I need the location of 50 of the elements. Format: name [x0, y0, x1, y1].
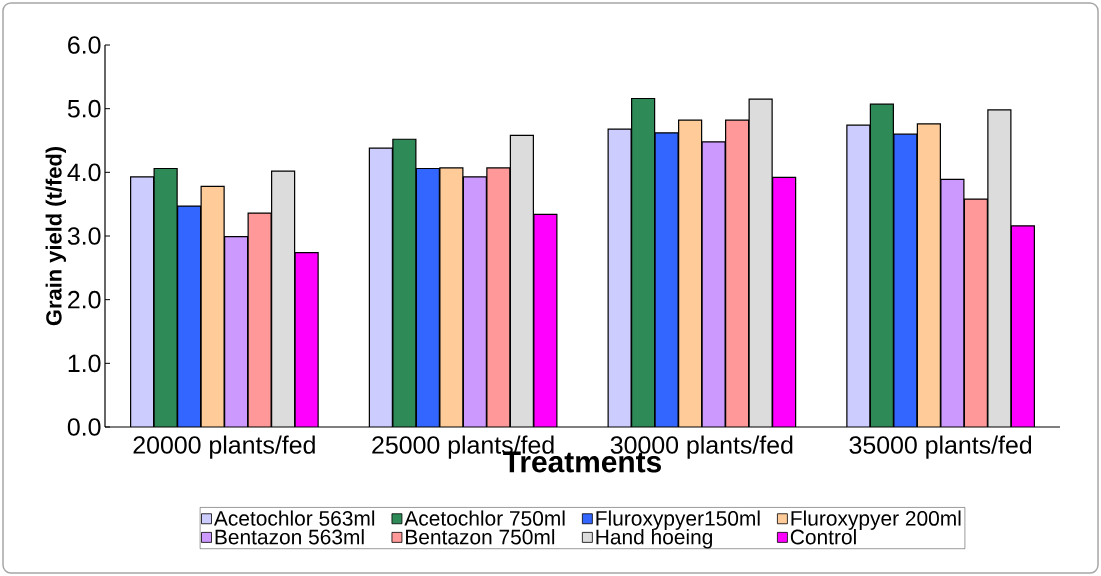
legend-label: Hand hoeing [596, 529, 713, 549]
legend-label: Fluroxypyer150ml [596, 510, 760, 530]
bar [608, 129, 632, 428]
bar [248, 213, 272, 428]
bar [271, 171, 295, 428]
bar [631, 98, 655, 428]
bar [725, 120, 749, 428]
bar [987, 109, 1012, 428]
bar [963, 198, 988, 428]
bar [940, 178, 965, 428]
bar [201, 186, 225, 428]
bar [893, 133, 918, 428]
bar [916, 123, 941, 428]
bar [486, 167, 510, 428]
y-tick-label: 2.0 [68, 290, 101, 309]
bar [130, 176, 154, 428]
x-tick-label: 20000 plants/fed [133, 435, 315, 459]
y-tick-label: 5.0 [67, 99, 101, 118]
bar [510, 135, 534, 428]
y-tick-label: 0.0 [67, 418, 101, 436]
legend-label: Fluroxypyer 200ml [791, 510, 961, 530]
y-tick-label: 6.0 [68, 36, 101, 54]
bar [772, 177, 796, 428]
bar [1010, 225, 1035, 428]
bar [533, 214, 557, 428]
bar [702, 141, 726, 428]
legend-label: Acetochlor 750ml [404, 510, 565, 526]
bar [416, 168, 440, 428]
bar [463, 176, 487, 428]
bar [295, 252, 319, 428]
bar [154, 168, 178, 428]
bar [846, 124, 871, 428]
y-tick-label: 4.0 [67, 163, 101, 182]
y-axis-title: Grain yield (t/fed) [45, 146, 67, 326]
y-tick-label: 1.0 [68, 354, 101, 373]
legend-label: Control [790, 529, 856, 545]
y-tick-label: 3.0 [67, 227, 101, 245]
legend-label: Bentazon 750ml [406, 529, 555, 545]
x-tick-label: 35000 plants/fed [849, 435, 1032, 459]
bar [392, 139, 416, 428]
bar [869, 103, 894, 428]
legend-label: Acetochlor 563ml [213, 510, 375, 526]
bar [177, 206, 201, 428]
bar [678, 120, 702, 428]
legend-label: Bentazon 563ml [215, 529, 364, 545]
bar [749, 99, 773, 428]
bar [224, 236, 248, 428]
bar [655, 132, 679, 428]
bar [369, 148, 393, 428]
bar [439, 167, 463, 428]
